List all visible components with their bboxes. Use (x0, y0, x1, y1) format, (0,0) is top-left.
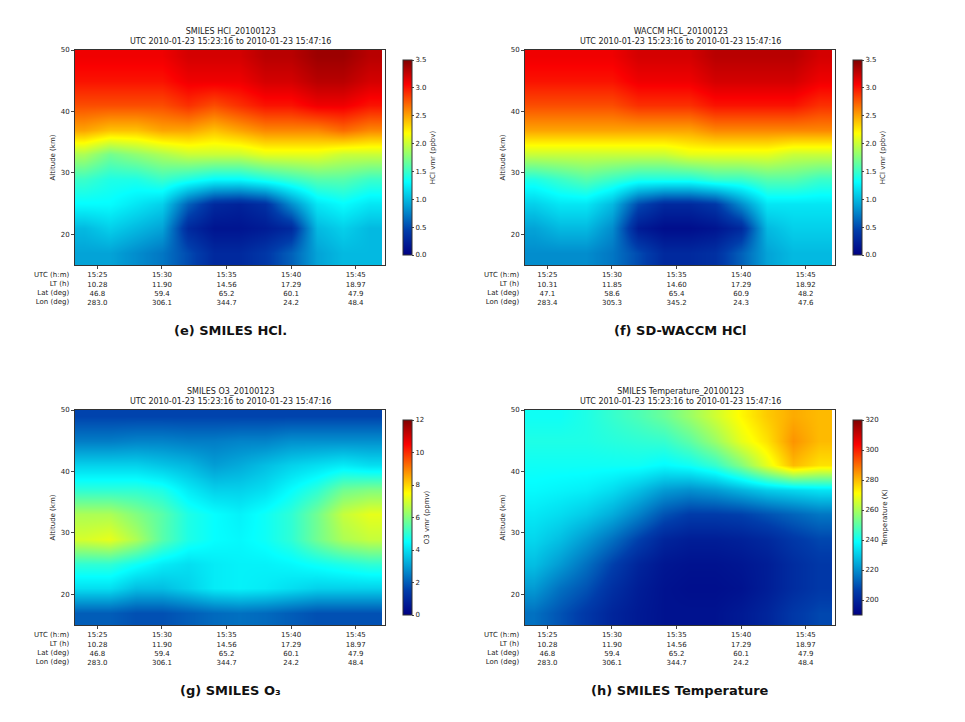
svg-text:2.0: 2.0 (415, 140, 426, 148)
svg-text:(f) SD-WACCM HCl: (f) SD-WACCM HCl (614, 323, 747, 338)
svg-text:240: 240 (865, 536, 878, 544)
svg-text:15:2510.2846.8283.0: 15:2510.2846.8283.0 (537, 631, 557, 666)
svg-text:15:3011.9059.4306.1: 15:3011.9059.4306.1 (152, 271, 172, 306)
svg-text:12: 12 (415, 416, 424, 424)
svg-text:15:4518.9747.948.4: 15:4518.9747.948.4 (346, 271, 366, 306)
svg-text:0.5: 0.5 (415, 224, 426, 232)
svg-text:O3 vmr (ppmv): O3 vmr (ppmv) (423, 490, 431, 544)
svg-text:15:3514.5665.2344.7: 15:3514.5665.2344.7 (666, 631, 687, 666)
svg-text:30: 30 (511, 529, 520, 537)
svg-text:UTC (h:m)LT (h)Lat (deg)Lon (d: UTC (h:m)LT (h)Lat (deg)Lon (deg) (34, 631, 69, 666)
svg-text:(g) SMILES O₃: (g) SMILES O₃ (180, 683, 281, 698)
svg-text:0.0: 0.0 (865, 251, 876, 259)
svg-text:15:4017.2960.924.3: 15:4017.2960.924.3 (731, 271, 751, 306)
svg-text:8: 8 (415, 481, 419, 489)
svg-text:15:2510.2846.8283.0: 15:2510.2846.8283.0 (87, 271, 107, 306)
svg-text:3.5: 3.5 (865, 56, 876, 64)
svg-text:15:3514.6065.4345.2: 15:3514.6065.4345.2 (666, 271, 686, 306)
svg-text:UTC (h:m)LT (h)Lat (deg)Lon (d: UTC (h:m)LT (h)Lat (deg)Lon (deg) (34, 271, 69, 306)
svg-text:Altitude (km): Altitude (km) (49, 494, 57, 540)
svg-text:3.5: 3.5 (415, 56, 426, 64)
svg-text:1.0: 1.0 (415, 196, 426, 204)
svg-text:15:4518.9747.948.4: 15:4518.9747.948.4 (346, 631, 366, 666)
svg-text:1.0: 1.0 (865, 196, 876, 204)
svg-text:20: 20 (61, 231, 70, 239)
svg-text:20: 20 (511, 231, 520, 239)
svg-text:50: 50 (511, 406, 520, 414)
svg-text:220: 220 (865, 566, 878, 574)
svg-text:3.0: 3.0 (415, 84, 426, 92)
svg-text:20: 20 (511, 591, 520, 599)
svg-text:15:4518.9747.948.4: 15:4518.9747.948.4 (796, 631, 816, 666)
svg-text:0.0: 0.0 (415, 251, 426, 259)
svg-text:50: 50 (511, 46, 520, 54)
svg-text:40: 40 (511, 468, 520, 476)
svg-text:HCl vmr (ppbv): HCl vmr (ppbv) (879, 131, 887, 185)
svg-text:6: 6 (415, 514, 420, 522)
svg-text:320: 320 (865, 416, 878, 424)
svg-text:50: 50 (61, 46, 70, 54)
svg-text:Temperature (K): Temperature (K) (881, 489, 889, 547)
svg-text:15:4017.2960.124.2: 15:4017.2960.124.2 (731, 631, 751, 666)
svg-text:4: 4 (415, 546, 420, 554)
svg-text:1.5: 1.5 (865, 168, 876, 176)
svg-text:15:4518.9248.247.6: 15:4518.9248.247.6 (796, 271, 816, 306)
svg-text:280: 280 (865, 476, 878, 484)
svg-text:15:2510.2846.8283.0: 15:2510.2846.8283.0 (87, 631, 107, 666)
svg-text:30: 30 (61, 529, 70, 537)
svg-text:15:2510.3147.1283.4: 15:2510.3147.1283.4 (537, 271, 558, 306)
svg-text:3.0: 3.0 (865, 84, 876, 92)
svg-text:300: 300 (865, 446, 878, 454)
svg-text:50: 50 (61, 406, 70, 414)
svg-text:WACCM HCL_20100123UTC 2010-01-: WACCM HCL_20100123UTC 2010-01-23 15:23:1… (580, 27, 781, 46)
svg-text:40: 40 (511, 108, 520, 116)
svg-text:2.0: 2.0 (865, 140, 876, 148)
svg-text:1.5: 1.5 (415, 168, 426, 176)
svg-text:10: 10 (415, 449, 424, 457)
svg-text:200: 200 (865, 596, 878, 604)
svg-text:15:3514.5665.2344.7: 15:3514.5665.2344.7 (216, 271, 237, 306)
svg-text:UTC (h:m)LT (h)Lat (deg)Lon (d: UTC (h:m)LT (h)Lat (deg)Lon (deg) (484, 271, 519, 306)
svg-text:UTC (h:m)LT (h)Lat (deg)Lon (d: UTC (h:m)LT (h)Lat (deg)Lon (deg) (484, 631, 519, 666)
svg-text:HCl vmr (ppbv): HCl vmr (ppbv) (429, 131, 437, 185)
svg-text:(e) SMILES HCl.: (e) SMILES HCl. (174, 323, 287, 338)
svg-text:2.5: 2.5 (415, 112, 426, 120)
svg-text:SMILES HCl_20100123UTC 2010-01: SMILES HCl_20100123UTC 2010-01-23 15:23:… (130, 27, 331, 46)
svg-text:Altitude (km): Altitude (km) (499, 494, 507, 540)
svg-text:SMILES O3_20100123UTC 2010-01-: SMILES O3_20100123UTC 2010-01-23 15:23:1… (130, 387, 331, 406)
svg-text:2.5: 2.5 (865, 112, 876, 120)
svg-text:15:4017.2960.124.2: 15:4017.2960.124.2 (281, 271, 301, 306)
svg-text:40: 40 (61, 108, 70, 116)
svg-text:15:4017.2960.124.2: 15:4017.2960.124.2 (281, 631, 301, 666)
svg-text:0: 0 (415, 611, 419, 619)
svg-text:(h) SMILES Temperature: (h) SMILES Temperature (591, 683, 769, 698)
svg-text:260: 260 (865, 506, 878, 514)
svg-text:Altitude (km): Altitude (km) (499, 134, 507, 180)
svg-text:20: 20 (61, 591, 70, 599)
svg-text:2: 2 (415, 579, 419, 587)
svg-text:30: 30 (511, 169, 520, 177)
svg-text:15:3011.9059.4306.1: 15:3011.9059.4306.1 (602, 631, 622, 666)
svg-text:15:3011.9059.4306.1: 15:3011.9059.4306.1 (152, 631, 172, 666)
svg-text:40: 40 (61, 468, 70, 476)
svg-text:15:3011.8558.6305.3: 15:3011.8558.6305.3 (602, 271, 622, 306)
svg-text:15:3514.5665.2344.7: 15:3514.5665.2344.7 (216, 631, 237, 666)
svg-text:30: 30 (61, 169, 70, 177)
svg-text:0.5: 0.5 (865, 224, 876, 232)
svg-text:SMILES Temperature_20100123UTC: SMILES Temperature_20100123UTC 2010-01-2… (580, 387, 781, 406)
svg-text:Altitude (km): Altitude (km) (49, 134, 57, 180)
